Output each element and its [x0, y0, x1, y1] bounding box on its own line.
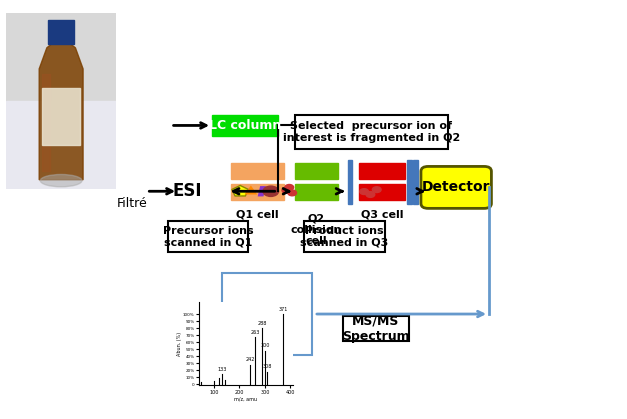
Bar — [48, 20, 75, 44]
Polygon shape — [245, 186, 257, 194]
Text: Precursor ions
scanned in Q1: Precursor ions scanned in Q1 — [163, 226, 254, 247]
Text: Q2
collision
cell: Q2 collision cell — [291, 213, 342, 246]
Bar — [407, 160, 412, 204]
Bar — [343, 316, 409, 341]
Text: 263: 263 — [251, 329, 260, 334]
Bar — [6, 101, 116, 189]
Bar — [43, 88, 80, 145]
Text: 300: 300 — [260, 344, 270, 349]
Bar — [231, 163, 284, 179]
Circle shape — [282, 187, 291, 193]
Bar — [212, 115, 278, 136]
Y-axis label: Abun. (%): Abun. (%) — [177, 331, 182, 356]
Bar — [347, 160, 352, 204]
Bar — [304, 221, 384, 252]
Text: 371: 371 — [278, 307, 288, 312]
Polygon shape — [43, 74, 50, 171]
Circle shape — [288, 190, 297, 196]
Circle shape — [360, 189, 369, 194]
Text: 288: 288 — [257, 321, 266, 326]
Bar — [231, 184, 284, 200]
Text: Q3 cell: Q3 cell — [361, 210, 403, 220]
Text: 242: 242 — [245, 357, 255, 362]
Circle shape — [263, 186, 278, 197]
Text: Filtré: Filtré — [117, 197, 147, 210]
X-axis label: m/z, amu: m/z, amu — [234, 396, 257, 401]
FancyBboxPatch shape — [421, 166, 492, 208]
Bar — [359, 184, 406, 200]
Polygon shape — [258, 186, 266, 197]
Bar — [295, 184, 339, 200]
Bar — [168, 221, 248, 252]
Circle shape — [372, 187, 381, 193]
Text: ESI: ESI — [173, 181, 203, 199]
Text: Selected  precursor ion of
interest is fragmented in Q2: Selected precursor ion of interest is fr… — [283, 121, 460, 142]
Text: 133: 133 — [218, 367, 227, 372]
Polygon shape — [40, 41, 83, 180]
Bar — [295, 115, 448, 149]
Text: Q1 cell: Q1 cell — [236, 210, 279, 220]
Ellipse shape — [40, 174, 82, 187]
Polygon shape — [232, 186, 248, 196]
Text: 308: 308 — [262, 365, 271, 370]
Text: MS/MS
Spectrum: MS/MS Spectrum — [342, 315, 410, 343]
Circle shape — [285, 184, 293, 190]
Text: LC column: LC column — [209, 119, 281, 132]
Text: Product ions
scanned in Q3: Product ions scanned in Q3 — [300, 226, 389, 247]
Bar — [413, 160, 418, 204]
Circle shape — [366, 191, 375, 197]
Bar — [222, 273, 312, 355]
Bar — [295, 163, 339, 179]
Text: Detector: Detector — [422, 181, 490, 194]
Bar — [359, 163, 406, 179]
